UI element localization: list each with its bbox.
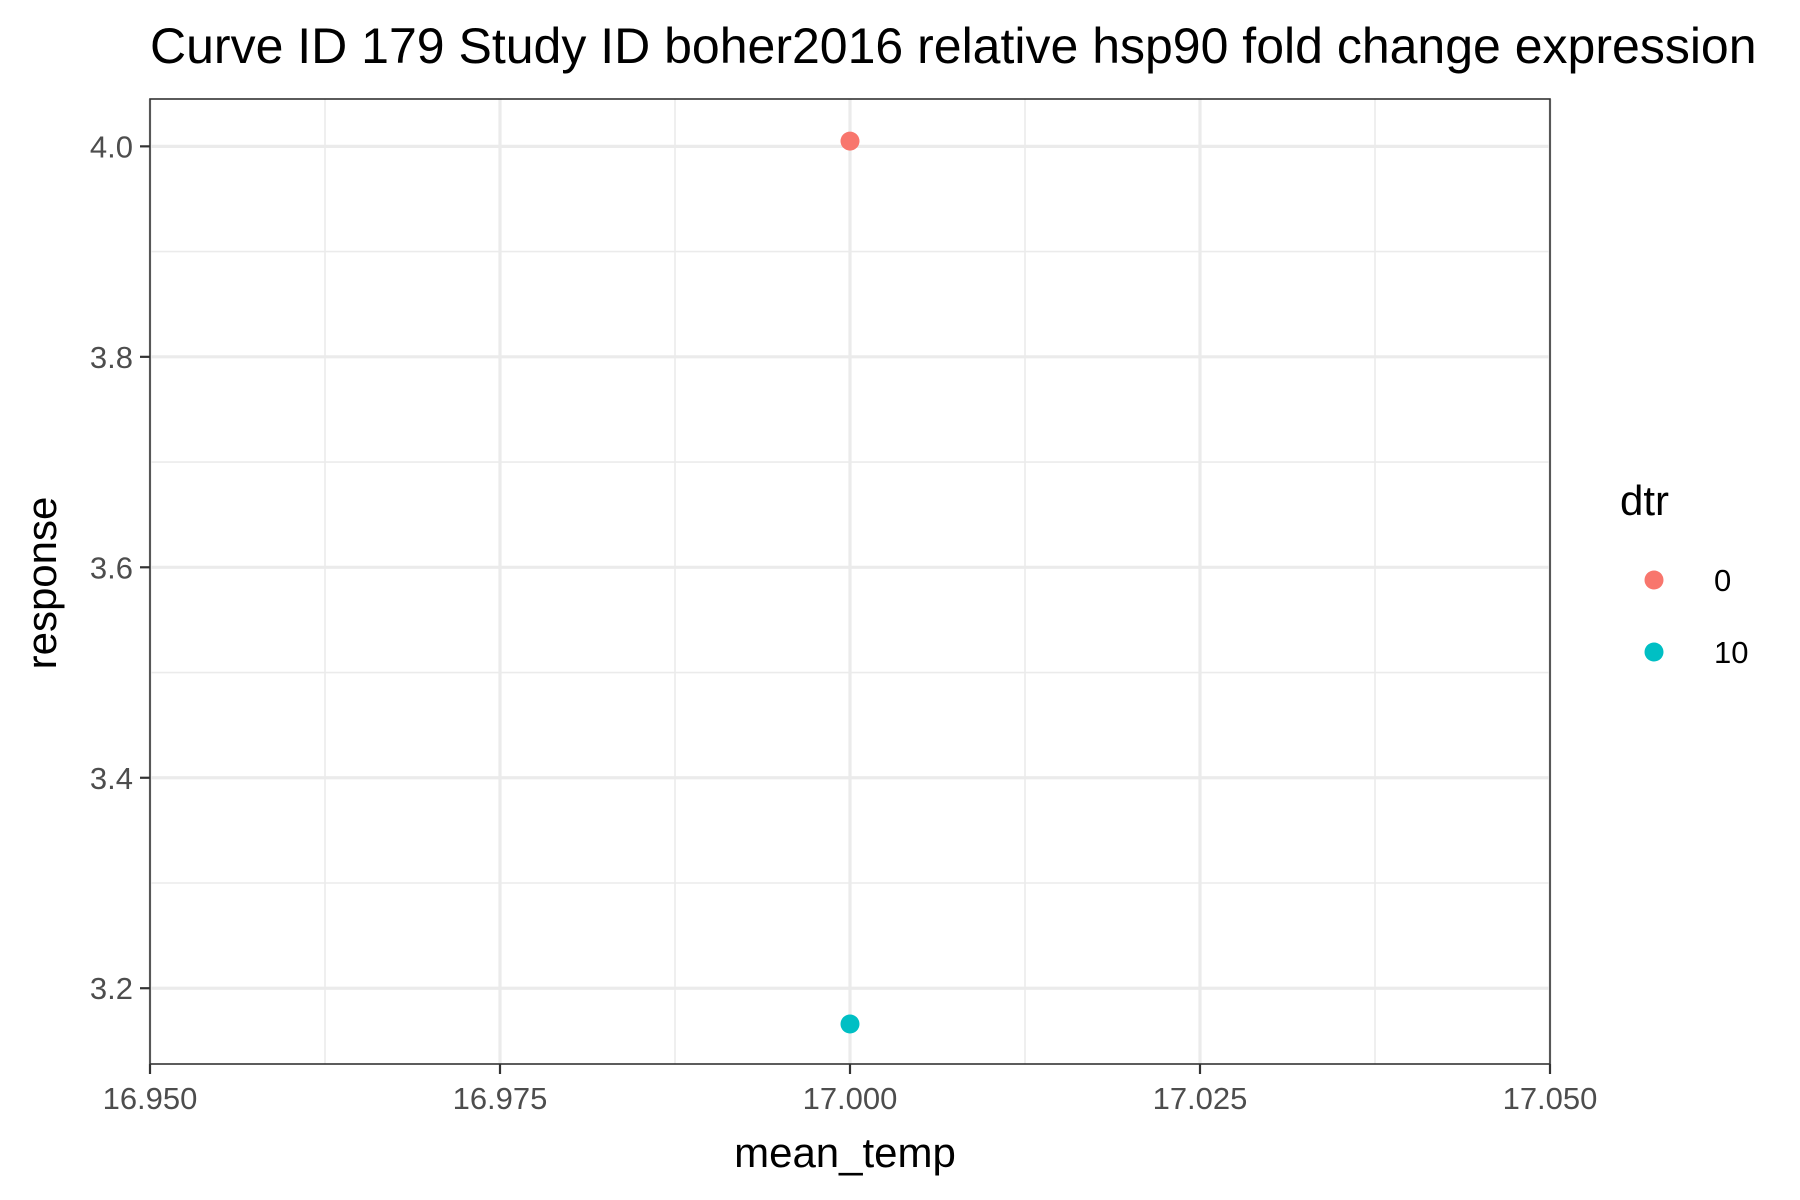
y-axis-title: response (18, 497, 65, 670)
x-tick-label: 17.025 (1153, 1081, 1248, 1116)
y-tick-label: 3.4 (90, 761, 133, 796)
data-point-dtr-0 (840, 131, 860, 151)
legend-title: dtr (1620, 477, 1669, 524)
legend-label-0: 0 (1714, 563, 1731, 598)
x-tick-label: 16.950 (103, 1081, 198, 1116)
legend-key-10 (1644, 642, 1664, 662)
y-tick-label: 3.8 (90, 340, 133, 375)
data-point-dtr-10 (840, 1014, 860, 1034)
y-tick-label: 3.2 (90, 971, 133, 1006)
chart-title: Curve ID 179 Study ID boher2016 relative… (150, 18, 1757, 74)
x-tick-label: 16.975 (453, 1081, 548, 1116)
y-tick-label: 4.0 (90, 129, 133, 164)
x-tick-label: 17.050 (1503, 1081, 1598, 1116)
data-points (840, 131, 860, 1034)
major-gridlines (148, 99, 1552, 1064)
y-axis-ticks: 3.2 3.4 3.6 3.8 4.0 (90, 129, 150, 1006)
legend-label-10: 10 (1714, 635, 1748, 670)
x-axis-title: mean_temp (734, 1129, 956, 1176)
x-tick-label: 17.000 (803, 1081, 898, 1116)
legend: dtr 0 10 (1620, 477, 1748, 670)
legend-key-0 (1644, 570, 1664, 590)
x-axis-ticks: 16.950 16.975 17.000 17.025 17.050 (103, 1064, 1598, 1116)
y-tick-label: 3.6 (90, 550, 133, 585)
